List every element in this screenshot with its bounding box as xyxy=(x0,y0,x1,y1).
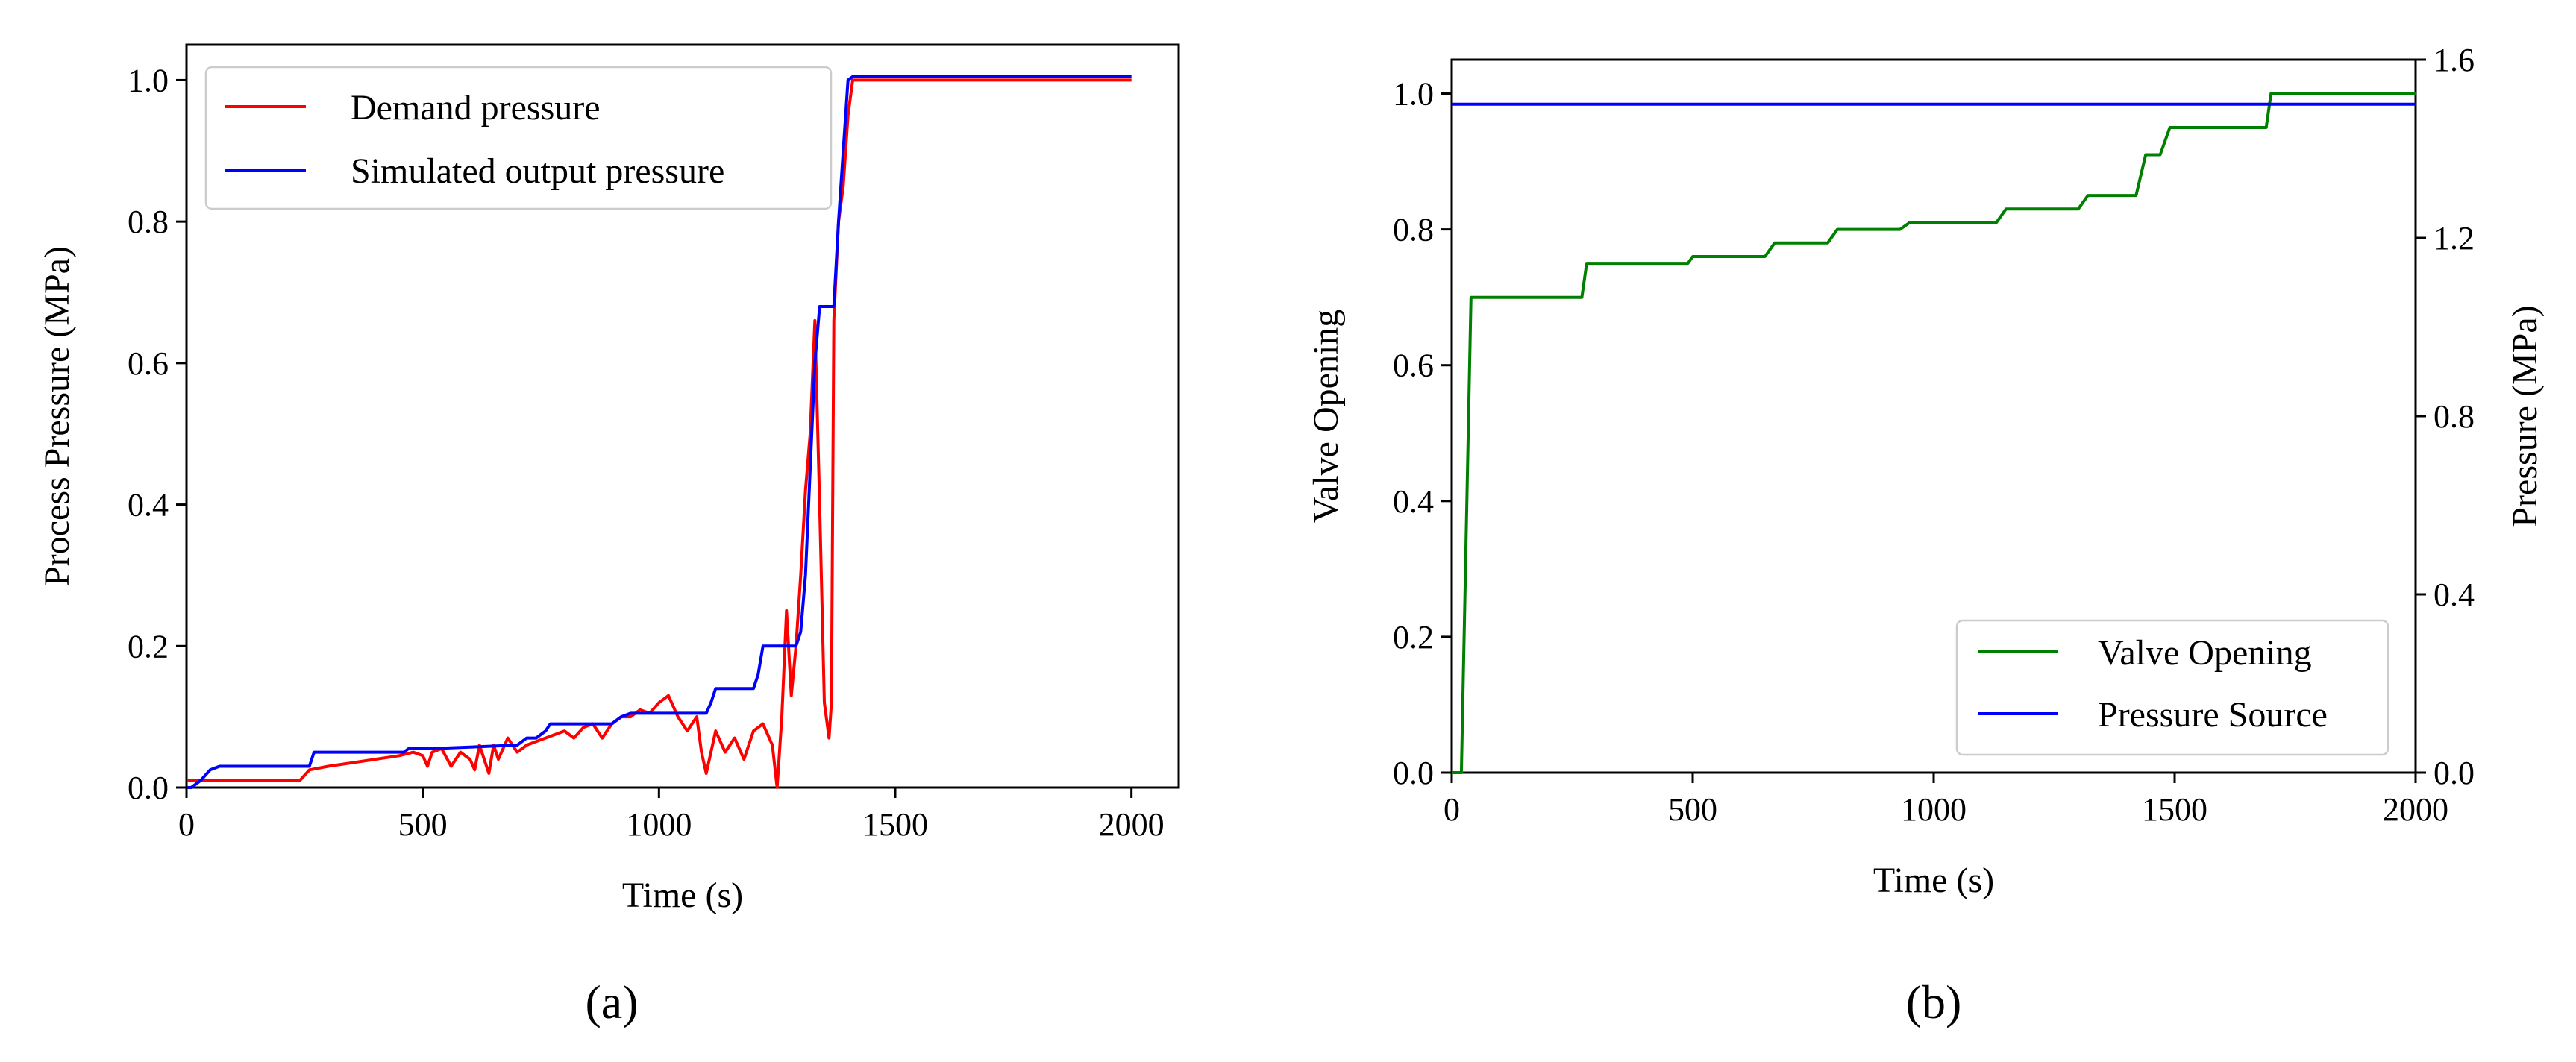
y-right-tick-label: 0.4 xyxy=(2434,576,2475,613)
y-axis-label-a: Process Pressure (MPa) xyxy=(37,246,77,586)
x-ticks-b: 0 500 1000 1500 2000 xyxy=(1444,773,2448,828)
y-ticks-a: 0.0 0.2 0.4 0.6 0.8 1.0 xyxy=(128,62,187,806)
y-tick-label: 0.0 xyxy=(1393,755,1434,791)
x-tick-label: 500 xyxy=(398,806,448,843)
panel-b: 0 500 1000 1500 2000 0.00.20.40.60.81.0 0.00… xyxy=(1306,42,2545,1028)
y-ticks-b-right: 0.0 0.4 0.8 1.2 1.6 xyxy=(2416,42,2475,791)
x-tick-label: 0 xyxy=(178,806,195,843)
y-tick-label: 0.6 xyxy=(1393,348,1434,384)
legend-label-valve-opening: Valve Opening xyxy=(2098,633,2312,673)
y-tick-label: 0.8 xyxy=(128,204,169,240)
legend-label-demand-pressure: Demand pressure xyxy=(351,88,601,128)
x-tick-label: 1500 xyxy=(2142,791,2207,828)
series-line-valve-opening xyxy=(1452,92,2416,774)
x-tick-label: 2000 xyxy=(1099,806,1165,843)
x-tick-label: 1000 xyxy=(1901,791,1967,828)
series-group-a xyxy=(187,75,1132,789)
x-tick-label: 500 xyxy=(1668,791,1717,828)
x-tick-label: 0 xyxy=(1444,791,1460,828)
y-tick-label: 0.0 xyxy=(128,770,169,806)
y-right-tick-label: 0.8 xyxy=(2434,398,2475,435)
legend-label-simulated-output-pressure: Simulated output pressure xyxy=(351,151,724,191)
y-tick-label: 1.0 xyxy=(1393,76,1434,113)
y-tick-label: 0.2 xyxy=(1393,619,1434,656)
y-ticks-b-left: 0.0 0.2 0.4 0.6 0.8 1.0 xyxy=(1393,76,1452,791)
caption-b: (b) xyxy=(1906,975,1962,1028)
legend-box-b xyxy=(1955,619,2389,756)
x-axis-label-b: Time (s) xyxy=(1873,861,1994,900)
y-axis-label-b-right: Pressure (MPa) xyxy=(2505,305,2545,527)
legend-label-pressure-source: Pressure Source xyxy=(2098,695,2328,735)
legend-box-a xyxy=(204,66,833,210)
panel-a: 0 500 1000 1500 2000 0.0 0.2 0.4 0.6 0.8 1.0 Time… xyxy=(37,43,1180,1028)
series-line-simulated-output-pressure xyxy=(187,75,1132,789)
y-tick-label: 0.4 xyxy=(128,487,169,524)
y-right-tick-label: 1.2 xyxy=(2434,220,2475,257)
series-group-b xyxy=(1452,92,2416,774)
x-axis-label-a: Time (s) xyxy=(622,876,743,915)
y-axis-label-b-left: Valve Opening xyxy=(1306,310,1346,524)
y-right-tick-label: 0.0 xyxy=(2434,755,2475,791)
y-tick-label: 1.0 xyxy=(128,62,169,98)
x-ticks-a: 0 500 1000 1500 2000 xyxy=(178,788,1165,843)
legend-a: Demand pressure Simulated output pressur… xyxy=(204,66,833,210)
y-tick-label: 0.8 xyxy=(1393,212,1434,248)
plot-area-a xyxy=(185,43,1180,789)
y-tick-label: 0.4 xyxy=(1393,483,1434,520)
y-right-tick-label: 1.6 xyxy=(2434,42,2475,78)
y-tick-label: 0.2 xyxy=(128,628,169,664)
x-tick-label: 2000 xyxy=(2383,791,2448,828)
caption-a: (a) xyxy=(585,975,638,1028)
x-tick-label: 1000 xyxy=(626,806,692,843)
legend-b: Valve Opening Pressure Source xyxy=(1955,619,2389,756)
x-tick-label: 1500 xyxy=(862,806,928,843)
y-tick-label: 0.6 xyxy=(128,345,169,382)
